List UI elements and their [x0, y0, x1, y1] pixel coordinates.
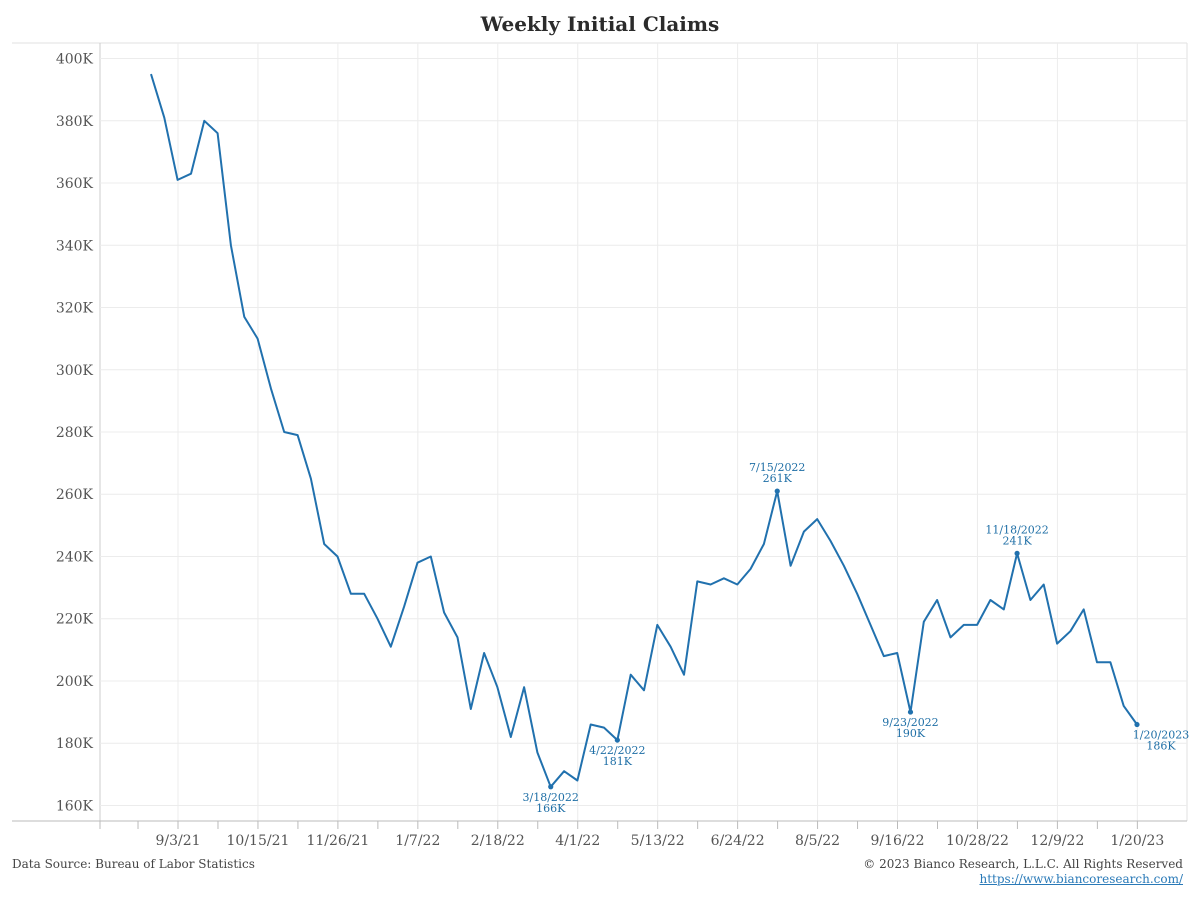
annotation-value: 181K: [603, 755, 633, 768]
y-tick-label: 400K: [56, 52, 94, 68]
annotated-point: [907, 709, 914, 715]
x-tick-label: 11/26/21: [306, 833, 369, 849]
y-tick-label: 200K: [56, 674, 94, 690]
y-tick-label: 280K: [56, 425, 94, 441]
y-tick-label: 160K: [56, 798, 94, 814]
y-tick-label: 240K: [56, 549, 94, 565]
y-tick-label: 220K: [56, 612, 94, 628]
annotation-value: 261K: [763, 472, 793, 485]
x-tick-label: 9/3/21: [155, 833, 200, 849]
annotation-date: 3/18/2022: [523, 791, 579, 804]
x-tick-label: 6/24/22: [711, 833, 765, 849]
annotation-date: 11/18/2022: [985, 523, 1048, 536]
annotation-value: 241K: [1002, 534, 1032, 547]
x-tick-label: 2/18/22: [471, 833, 525, 849]
y-tick-label: 180K: [56, 736, 94, 752]
x-tick-label: 5/13/22: [631, 833, 685, 849]
series-layer: [150, 73, 1138, 788]
x-tick-label: 9/16/22: [871, 833, 925, 849]
x-tick-label: 4/1/22: [555, 833, 600, 849]
axis-layer: 160K 180K 200K 220K 240K 260K 280K 300K 320K 340K…: [12, 52, 1187, 849]
x-tick-label: 1/20/23: [1110, 833, 1164, 849]
y-tick-label: 360K: [56, 176, 94, 192]
annotation-date: 9/23/2022: [882, 716, 938, 729]
annotation-value: 166K: [536, 802, 566, 815]
annotated-point: [1014, 550, 1020, 556]
data-source-note: Data Source: Bureau of Labor Statistics: [12, 857, 255, 871]
website-link[interactable]: https://www.biancoresearch.com/: [979, 872, 1183, 886]
annotated-point: [614, 737, 620, 743]
y-tick-label: 340K: [56, 238, 94, 254]
x-tick-label: 12/9/22: [1030, 833, 1084, 849]
x-tick-label: 10/15/21: [227, 833, 290, 849]
copyright-block: © 2023 Bianco Research, L.L.C. All Right…: [863, 857, 1183, 887]
copyright-text: © 2023 Bianco Research, L.L.C. All Right…: [863, 857, 1183, 871]
annotated-point: [548, 784, 554, 790]
annotation-date: 1/20/2023: [1133, 729, 1189, 742]
chart-title: Weekly Initial Claims: [480, 12, 720, 36]
annotated-point: [1134, 721, 1140, 728]
x-tick-label: 8/5/22: [795, 833, 840, 849]
annotation-value: 186K: [1146, 740, 1176, 753]
x-tick-label: 10/28/22: [946, 833, 1009, 849]
annotation-value: 190K: [896, 727, 926, 740]
grid-layer: [12, 42, 1188, 821]
y-tick-label: 380K: [56, 114, 94, 130]
annotation-date: 4/22/2022: [589, 744, 645, 757]
claims-series-line: [150, 73, 1138, 788]
x-tick-label: 1/7/22: [395, 833, 440, 849]
y-tick-label: 300K: [56, 363, 94, 379]
y-tick-label: 260K: [56, 487, 94, 503]
annotation-date: 7/15/2022: [749, 461, 805, 474]
annotated-point: [774, 488, 780, 494]
y-tick-label: 320K: [56, 301, 94, 317]
